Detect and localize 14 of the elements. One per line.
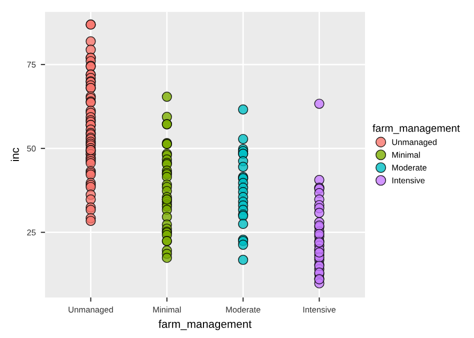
y-tick-label: 25 xyxy=(27,230,36,236)
x-tick-label: Minimal xyxy=(153,306,181,313)
legend-label: Unmanaged xyxy=(392,138,437,147)
x-tick-label: Unmanaged xyxy=(68,306,113,314)
legend-title: farm_management xyxy=(158,320,252,330)
y-tick-label: 75 xyxy=(27,62,36,68)
y-tick-label: 50 xyxy=(27,146,36,152)
x-axis-title: farm_management xyxy=(372,124,460,134)
x-tick-label: Intensive xyxy=(303,306,336,313)
legend-label: Moderate xyxy=(392,164,426,171)
x-tick-label: Moderate xyxy=(226,306,260,313)
y-axis-title: inc xyxy=(10,148,19,161)
legend-label: Intensive xyxy=(392,177,425,184)
legend-label: Minimal xyxy=(392,152,420,158)
